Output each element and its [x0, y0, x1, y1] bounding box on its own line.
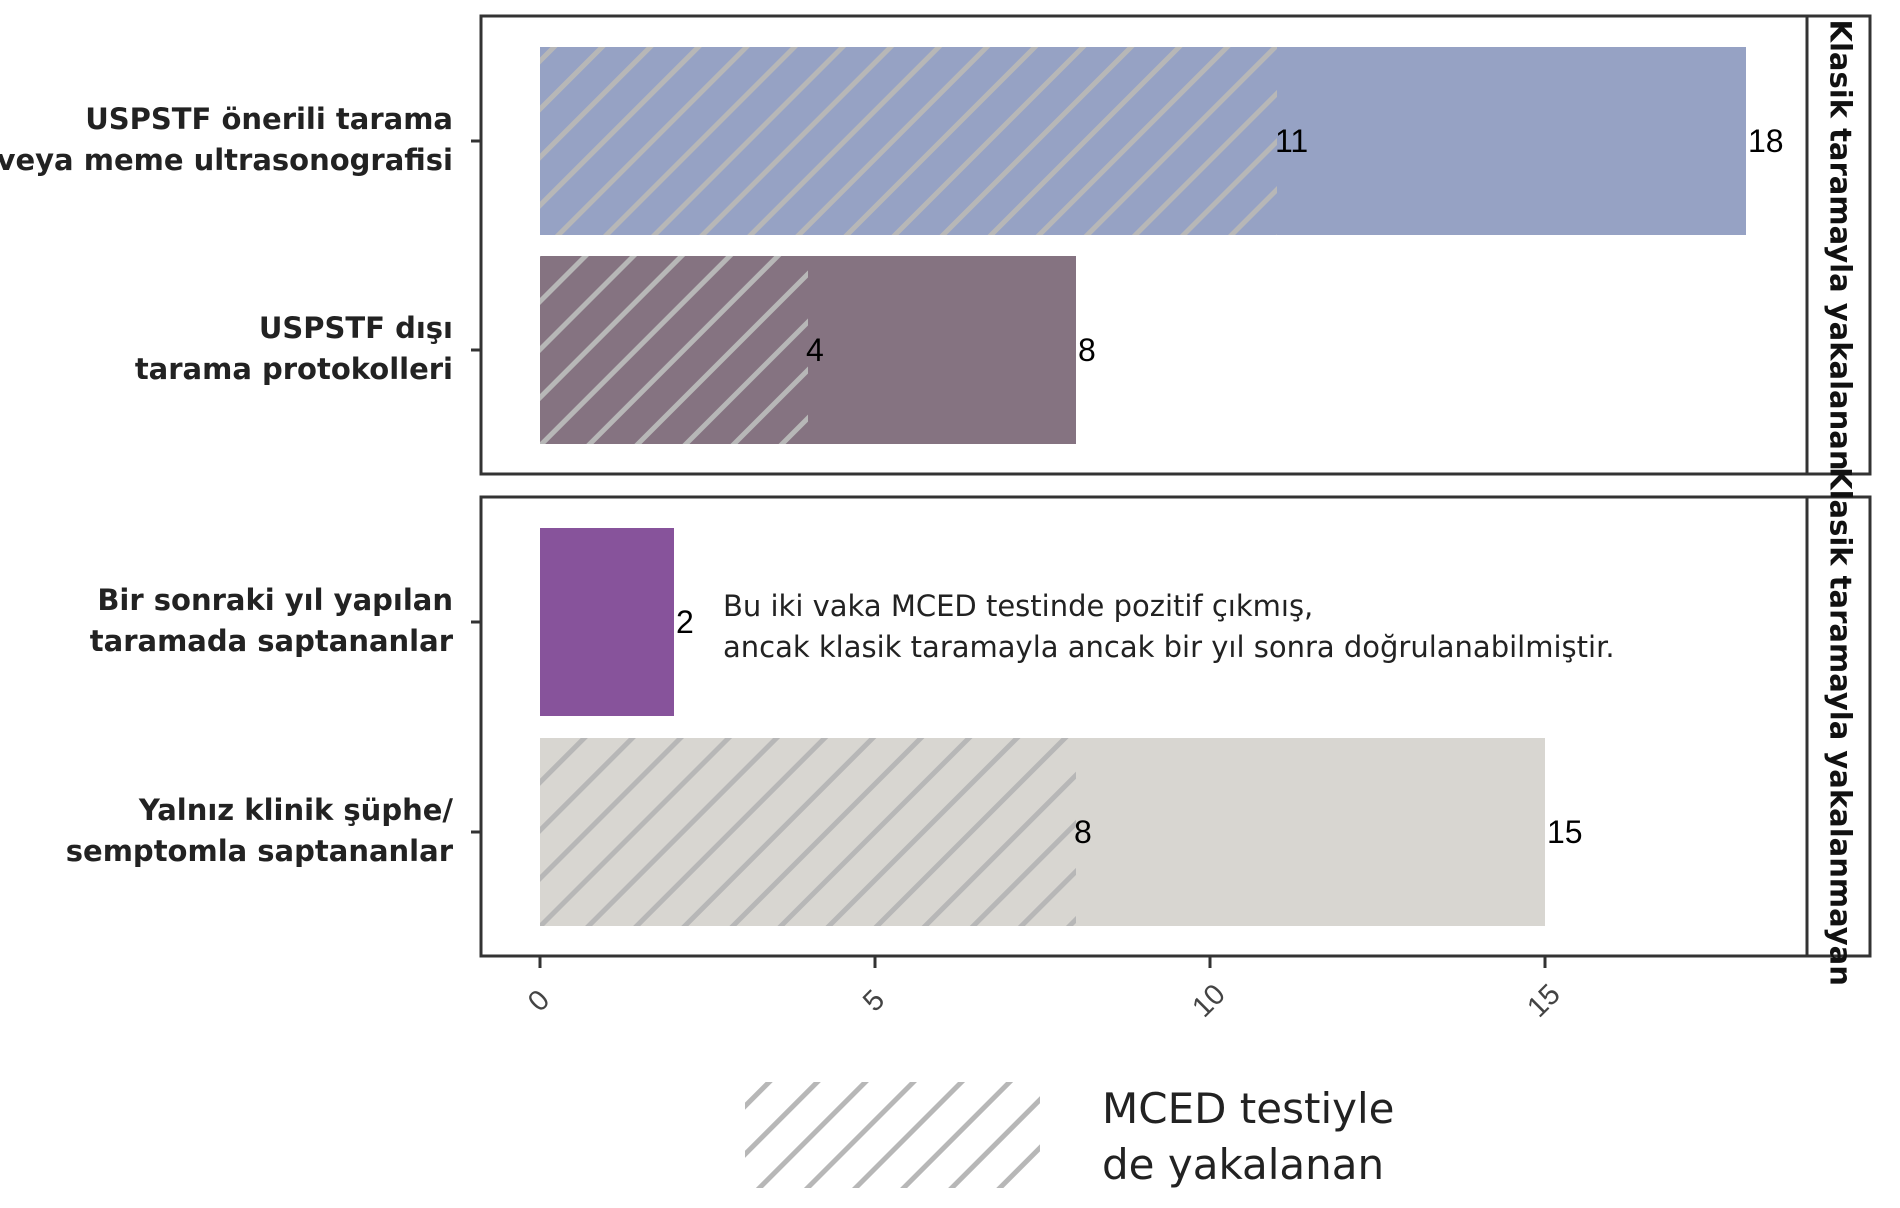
legend-swatch — [745, 1082, 1040, 1188]
annotation: Bu iki vaka MCED testinde pozitif çıkmış… — [723, 589, 1615, 664]
strip-label: Klasik taramayla yakalanmayan — [1824, 467, 1858, 986]
data-label-total: 18 — [1748, 123, 1784, 159]
bar-mced-hatch — [540, 256, 808, 444]
x-tick-label: 10 — [1186, 978, 1231, 1023]
x-tick-label: 5 — [857, 984, 891, 1018]
data-label-mced: 4 — [806, 332, 824, 368]
x-tick-label: 15 — [1521, 978, 1566, 1023]
category-label: Bir sonraki yıl yapılan taramada saptanan… — [90, 583, 454, 658]
strip-box — [1805, 14, 1872, 476]
x-tick-label: 0 — [522, 984, 556, 1018]
category-label: USPSTF önerili tarama veya meme ultrasono… — [0, 102, 453, 177]
category-label: Yalnız klinik şüphe/semptomla saptananla… — [66, 793, 454, 868]
category-label: USPSTF dışı tarama protokolleri — [135, 311, 453, 386]
data-label-mced: 8 — [1074, 814, 1092, 850]
data-label-total: 8 — [1078, 332, 1096, 368]
data-label-total: 15 — [1547, 814, 1583, 850]
data-label-total: 2 — [676, 604, 694, 640]
strip-label: Klasik taramayla yakalanan — [1824, 20, 1858, 471]
bar-mced-hatch — [540, 738, 1076, 926]
bar — [540, 528, 674, 716]
bar-mced-hatch — [540, 47, 1277, 235]
data-label-mced: 11 — [1275, 123, 1308, 159]
legend-label: MCED testiyle de yakalanan — [1102, 1084, 1394, 1189]
strip-box — [1805, 495, 1872, 958]
